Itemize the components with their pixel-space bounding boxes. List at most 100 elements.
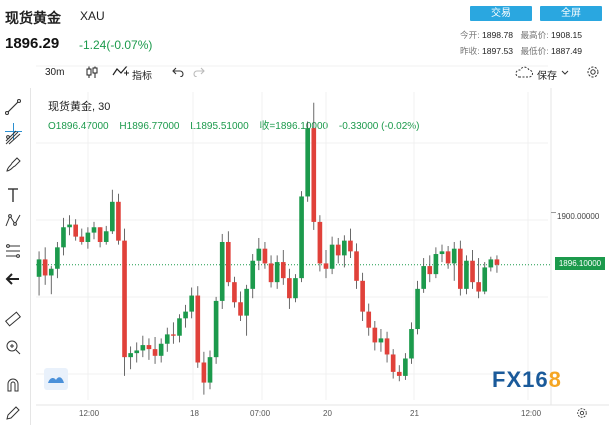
candle-body: [268, 263, 274, 283]
candle-body: [341, 240, 347, 256]
candle-body: [116, 201, 121, 241]
candle-body: [329, 244, 335, 269]
candle-body: [457, 248, 463, 289]
indicators-button[interactable]: 指标: [132, 71, 152, 82]
candle-body: [213, 300, 219, 358]
high-value: 1908.15: [551, 30, 583, 40]
candle-body: [409, 329, 414, 359]
open-value: 1898.78: [481, 30, 514, 40]
x-axis-label: 12:00: [521, 409, 542, 418]
pattern-icon[interactable]: [4, 212, 22, 230]
current-price: 1896.29: [5, 35, 60, 52]
candle-body: [225, 241, 231, 283]
candle-body: [55, 247, 60, 269]
fullscreen-button[interactable]: 全屏: [540, 6, 602, 21]
quote-header: 现货黄金 XAU 1896.29 -1.24(-0.07%) 交易 全屏 今开:…: [0, 0, 609, 58]
prev-close-value: 1897.53: [481, 46, 514, 56]
candle-body: [250, 260, 256, 289]
legend-open: O1896.47000: [48, 121, 109, 132]
save-dropdown-icon[interactable]: [561, 68, 569, 79]
chart-legend-ohlc: O1896.47000 H1896.77000 L1895.51000 收=18…: [48, 117, 428, 132]
candle-body: [73, 224, 79, 237]
open-label: 今开:: [460, 30, 480, 40]
candle-body: [164, 334, 170, 344]
trade-button[interactable]: 交易: [470, 6, 532, 21]
zoom-in-icon[interactable]: [4, 338, 22, 356]
undo-icon[interactable]: [172, 65, 184, 80]
candle-body: [36, 259, 42, 277]
instrument-title: 现货黄金: [5, 10, 61, 26]
candle-body: [280, 262, 286, 279]
pitchfork-icon[interactable]: [4, 128, 22, 146]
candle-body: [274, 262, 280, 283]
x-axis-label: 12:00: [79, 409, 100, 418]
save-button[interactable]: 保存: [537, 71, 557, 82]
quote-stats: 今开: 1898.78 最高价: 1908.15 昨收: 1897.53 最低价…: [460, 27, 608, 59]
candle-body: [445, 251, 451, 264]
candle-body: [152, 349, 158, 356]
candle-body: [335, 244, 341, 256]
candle-body: [189, 295, 195, 312]
fx168-logo: FX168: [492, 367, 562, 392]
text-tool-icon[interactable]: [4, 186, 22, 204]
low-value: 1887.49: [551, 46, 583, 56]
fib-retracement-icon[interactable]: [4, 242, 22, 260]
ruler-icon[interactable]: [4, 310, 22, 328]
candle-body: [384, 338, 390, 355]
redo-icon[interactable]: [193, 65, 205, 80]
x-axis-label: 20: [323, 409, 332, 418]
candle-body: [360, 280, 365, 312]
x-axis-label: 21: [410, 409, 419, 418]
candle-body: [158, 343, 164, 356]
candle-body: [262, 248, 268, 264]
candle-body: [287, 278, 292, 299]
axis-settings-gear-icon[interactable]: [576, 406, 588, 424]
candle-body: [146, 345, 152, 350]
back-arrow-icon[interactable]: [4, 270, 22, 288]
candle-body: [207, 357, 213, 383]
candle-body: [482, 267, 488, 292]
candle-body: [433, 254, 439, 275]
candle-type-icon[interactable]: [86, 65, 98, 82]
candle-body: [201, 362, 207, 383]
candle-body: [79, 236, 85, 242]
candle-body: [244, 288, 249, 316]
instrument-symbol: XAU: [80, 9, 105, 23]
candle-body: [42, 259, 48, 276]
candle-body: [103, 231, 109, 242]
candle-body: [354, 251, 359, 281]
candle-body: [219, 241, 225, 301]
candle-body: [238, 302, 243, 316]
candle-body: [317, 221, 323, 264]
candle-body: [415, 288, 420, 330]
interval-selector[interactable]: 30m: [45, 67, 65, 78]
cloud-icon[interactable]: [514, 66, 534, 81]
last-price-tag: 1896.10000: [555, 257, 605, 270]
brush-icon[interactable]: [4, 156, 22, 174]
legend-high: H1896.77000: [119, 121, 180, 132]
lock-pencil-icon[interactable]: [4, 404, 22, 422]
candle-body: [451, 248, 457, 264]
candle-body: [177, 318, 182, 336]
candle-body: [439, 251, 445, 255]
candle-body: [476, 282, 481, 292]
candle-body: [122, 240, 127, 358]
candle-body: [171, 334, 176, 336]
candle-body: [128, 353, 133, 358]
candle-body: [427, 266, 433, 275]
candle-body: [91, 227, 97, 233]
candle-body: [305, 128, 311, 197]
candle-body: [494, 259, 500, 265]
price-change: -1.24(-0.07%): [79, 38, 153, 52]
low-label: 最低价:: [520, 46, 549, 56]
candle-body: [109, 201, 115, 232]
trend-line-icon[interactable]: [4, 98, 22, 116]
settings-gear-icon[interactable]: [586, 65, 600, 82]
legend-change: -0.33000 (-0.02%): [338, 121, 420, 132]
indicator-icon[interactable]: [112, 64, 130, 81]
candle-body: [403, 358, 408, 376]
candle-body: [85, 232, 91, 242]
candle-body: [256, 248, 262, 261]
magnet-icon[interactable]: [4, 376, 22, 394]
candle-body: [421, 266, 427, 289]
